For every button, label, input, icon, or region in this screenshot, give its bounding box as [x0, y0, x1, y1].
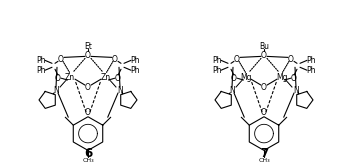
Text: Mg: Mg	[240, 73, 252, 82]
Text: Zn: Zn	[65, 73, 75, 82]
Text: Ph: Ph	[130, 56, 140, 65]
Text: O: O	[55, 74, 61, 83]
Text: O: O	[231, 74, 237, 83]
Text: Ph: Ph	[212, 66, 222, 75]
Polygon shape	[52, 92, 55, 95]
Text: Ph: Ph	[212, 56, 222, 65]
Text: O: O	[85, 51, 91, 60]
Polygon shape	[297, 92, 300, 95]
Text: Ph: Ph	[130, 66, 140, 75]
Polygon shape	[121, 92, 124, 95]
Text: Et: Et	[84, 42, 92, 51]
Polygon shape	[228, 92, 231, 95]
Text: O: O	[291, 74, 297, 83]
Text: O: O	[115, 74, 121, 83]
Text: O: O	[112, 55, 118, 64]
Text: CH₃: CH₃	[82, 158, 94, 163]
Text: N: N	[117, 86, 123, 95]
Text: O: O	[261, 108, 267, 117]
Text: N: N	[53, 86, 59, 95]
Text: N: N	[293, 86, 299, 95]
Text: Mg: Mg	[276, 73, 288, 82]
Text: Ph: Ph	[306, 56, 316, 65]
Text: N: N	[229, 86, 235, 95]
Text: O: O	[234, 55, 240, 64]
Text: O: O	[58, 55, 64, 64]
Text: O: O	[85, 83, 91, 92]
Text: Ph: Ph	[36, 66, 46, 75]
Text: 7: 7	[260, 147, 268, 160]
Text: O: O	[288, 55, 294, 64]
Text: O: O	[85, 108, 91, 117]
Text: O: O	[261, 83, 267, 92]
Text: Zn: Zn	[101, 73, 111, 82]
Text: CH₃: CH₃	[258, 158, 270, 163]
Text: 6: 6	[84, 147, 92, 160]
Text: Ph: Ph	[36, 56, 46, 65]
Text: Ph: Ph	[306, 66, 316, 75]
Text: Bu: Bu	[259, 42, 269, 51]
Text: O: O	[261, 51, 267, 60]
